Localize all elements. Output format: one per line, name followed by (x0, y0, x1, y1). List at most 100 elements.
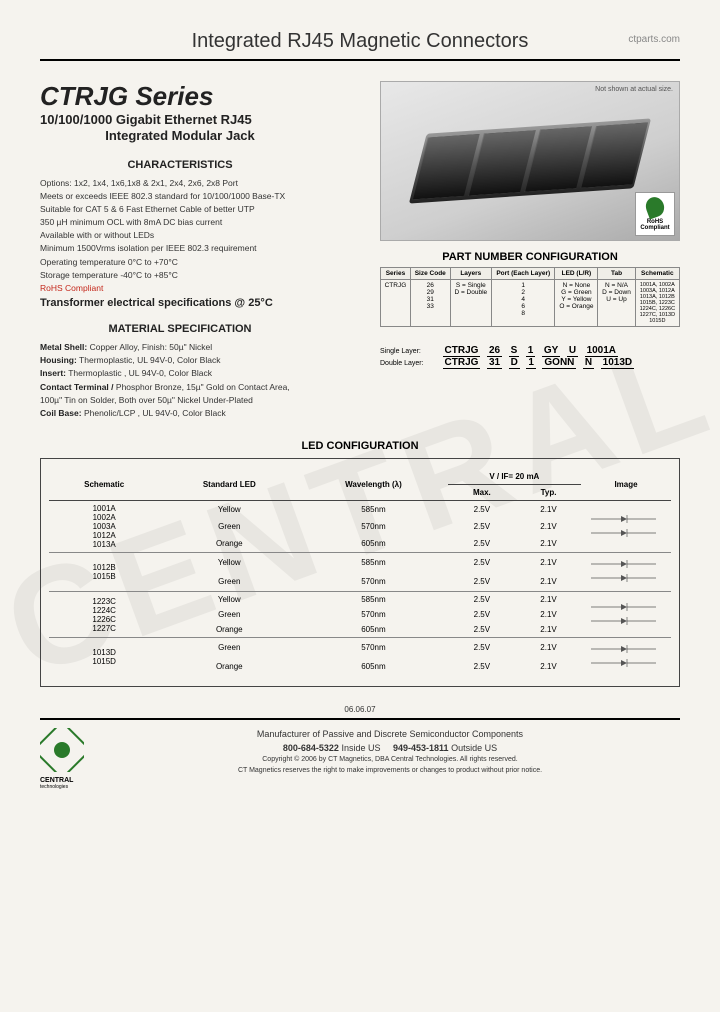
led-cell: 2.5V (448, 592, 516, 608)
led-cell: 605nm (299, 657, 447, 676)
rohs-compliant-text: RoHS Compliant (40, 282, 366, 295)
date-text: 06.06.07 (40, 705, 680, 714)
led-cell: 2.1V (516, 518, 581, 535)
characteristics-list: Options: 1x2, 1x4, 1x6,1x8 & 2x1, 2x4, 2… (40, 177, 366, 296)
pn-ex-label: Double Layer: (380, 360, 438, 367)
pn-th: LED (L/R) (555, 268, 598, 280)
series-subtitle-2: Integrated Modular Jack (40, 128, 320, 144)
footer-line: Manufacturer of Passive and Discrete Sem… (100, 728, 680, 742)
led-th: Image (581, 469, 671, 501)
led-cell: 585nm (299, 592, 447, 608)
led-cell: 570nm (299, 518, 447, 535)
char-item: Storage temperature -40°C to +85°C (40, 269, 366, 282)
led-cell: 2.5V (448, 518, 516, 535)
pn-ex-label: Single Layer: (380, 348, 438, 355)
pn-seg: GONN (542, 357, 576, 369)
central-logo-icon (40, 728, 84, 772)
led-cell: Orange (159, 622, 299, 638)
led-cell: 570nm (299, 607, 447, 622)
part-number-table: Series Size Code Layers Port (Each Layer… (380, 267, 680, 327)
materials-list: Metal Shell: Copper Alloy, Finish: 50µ" … (40, 341, 366, 420)
series-subtitle-1: 10/100/1000 Gigabit Ethernet RJ45 (40, 112, 366, 128)
pn-seg: CTRJG (443, 345, 481, 357)
pn-seg: N (583, 357, 594, 369)
char-item: Operating temperature 0°C to +70°C (40, 256, 366, 269)
table-row: 1223C1224C1226C1227CYellow585nm2.5V2.1V (49, 592, 671, 608)
transformer-heading: Transformer electrical specifications @ … (40, 297, 366, 309)
led-th: Typ. (516, 485, 581, 501)
characteristics-heading: CHARACTERISTICS (40, 159, 320, 171)
led-cell: Yellow (159, 592, 299, 608)
led-image-cell (581, 553, 671, 592)
rohs-badge: RoHS Compliant (635, 192, 675, 236)
led-table-wrap: Schematic Standard LED Wavelength (λ) V … (40, 458, 680, 687)
mat-item: Metal Shell: Copper Alloy, Finish: 50µ" … (40, 341, 366, 354)
led-cell: Yellow (159, 501, 299, 519)
led-cell: 2.5V (448, 622, 516, 638)
led-cell: 2.1V (516, 607, 581, 622)
header-bar: Integrated RJ45 Magnetic Connectors ctpa… (40, 30, 680, 61)
pn-seg: U (567, 345, 578, 357)
pn-seg: 1013D (601, 357, 634, 369)
led-cell: 2.5V (448, 607, 516, 622)
char-item: Minimum 1500Vrms isolation per IEEE 802.… (40, 242, 366, 255)
led-th: V / IF= 20 mA (448, 469, 581, 485)
footer-line: Copyright © 2006 by CT Magnetics, DBA Ce… (100, 755, 680, 766)
led-cell: Yellow (159, 553, 299, 573)
led-image-cell (581, 501, 671, 553)
pn-td: N = None G = Green Y = Yellow O = Orange (555, 280, 598, 327)
pn-seg: 1 (526, 345, 536, 357)
pn-example-row: Double Layer: CTRJG 31 D 1 GONN N 1013D (380, 357, 680, 369)
led-heading: LED CONFIGURATION (40, 440, 680, 452)
char-item: Meets or exceeds IEEE 802.3 standard for… (40, 190, 366, 203)
table-row: Series Size Code Layers Port (Each Layer… (381, 268, 680, 280)
led-table: Schematic Standard LED Wavelength (λ) V … (49, 469, 671, 676)
char-item: Available with or without LEDs (40, 229, 366, 242)
pn-th: Series (381, 268, 411, 280)
led-schematic-cell: 1223C1224C1226C1227C (49, 592, 159, 638)
footer-text: Manufacturer of Passive and Discrete Sem… (100, 728, 680, 776)
led-cell: Green (159, 572, 299, 592)
table-row: 1013D1015DGreen570nm2.5V2.1V (49, 638, 671, 658)
pn-th: Port (Each Layer) (492, 268, 555, 280)
pn-th: Tab (598, 268, 635, 280)
led-cell: 2.5V (448, 572, 516, 592)
led-image-cell (581, 592, 671, 638)
led-cell: Green (159, 607, 299, 622)
rohs-badge-text: RoHS Compliant (640, 219, 669, 231)
materials-heading: MATERIAL SPECIFICATION (40, 323, 320, 335)
char-item: 350 µH minimum OCL with 8mA DC bias curr… (40, 216, 366, 229)
led-cell: 605nm (299, 622, 447, 638)
led-cell: 2.5V (448, 501, 516, 519)
part-number-example: Single Layer: CTRJG 26 S 1 GY U 1001A Do… (380, 345, 680, 369)
led-cell: Green (159, 638, 299, 658)
pn-td: CTRJG (381, 280, 411, 327)
led-cell: 2.1V (516, 592, 581, 608)
led-cell: 570nm (299, 638, 447, 658)
led-th: Max. (448, 485, 516, 501)
pn-seg: 1 (526, 357, 536, 369)
pn-seg: GY (542, 345, 560, 357)
led-schematic-cell: 1001A1002A1003A1012A1013A (49, 501, 159, 553)
product-image: Not shown at actual size. RoHS Compliant (380, 81, 680, 241)
led-cell: Orange (159, 657, 299, 676)
pn-td: 1 2 4 6 8 (492, 280, 555, 327)
led-th: Schematic (49, 469, 159, 501)
pn-seg: 26 (487, 345, 502, 357)
led-schematic-cell: 1012B1015B (49, 553, 159, 592)
footer-phones: 800-684-5322 Inside US 949-453-1811 Outs… (100, 742, 680, 756)
pn-th: Schematic (635, 268, 679, 280)
led-cell: 2.1V (516, 638, 581, 658)
mat-item: Housing: Thermoplastic, UL 94V-0, Color … (40, 354, 366, 367)
series-title: CTRJG Series (40, 81, 366, 112)
table-row: CTRJG 26 29 31 33 S = Single D = Double … (381, 280, 680, 327)
led-cell: 585nm (299, 553, 447, 573)
page-content: Integrated RJ45 Magnetic Connectors ctpa… (0, 0, 720, 790)
led-th: Standard LED (159, 469, 299, 501)
mat-item: Coil Base: Phenolic/LCP , UL 94V-0, Colo… (40, 407, 366, 420)
mat-item: Contact Terminal / Phosphor Bronze, 15µ"… (40, 381, 366, 394)
footer-brand: CENTRAL (40, 777, 90, 784)
part-number-heading: PART NUMBER CONFIGURATION (380, 251, 680, 263)
led-cell: 2.5V (448, 638, 516, 658)
footer: CENTRAL technologies Manufacturer of Pas… (40, 718, 680, 790)
